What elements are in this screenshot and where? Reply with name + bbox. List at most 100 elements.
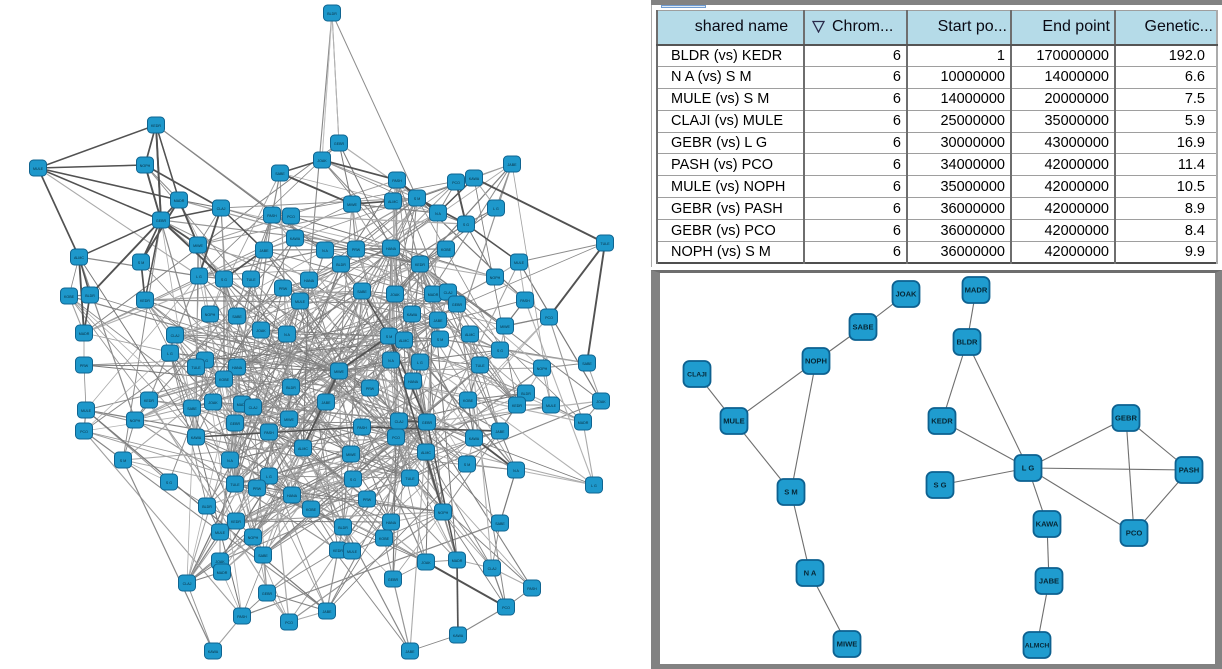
svg-text:ALMCH: ALMCH: [1025, 643, 1050, 650]
svg-text:MADR: MADR: [237, 403, 248, 407]
svg-text:PRW: PRW: [366, 387, 375, 391]
svg-text:GEBR: GEBR: [262, 592, 273, 596]
svg-text:GEBR: GEBR: [422, 421, 433, 425]
svg-text:SABE: SABE: [852, 323, 873, 332]
svg-text:JOAK: JOAK: [317, 159, 327, 163]
svg-text:MULE: MULE: [514, 261, 525, 265]
svg-text:MADR: MADR: [217, 571, 228, 575]
svg-text:PRW: PRW: [253, 487, 262, 491]
svg-text:PASH: PASH: [1179, 466, 1200, 475]
svg-text:JOAK: JOAK: [596, 400, 606, 404]
svg-text:NOPH: NOPH: [438, 511, 449, 515]
svg-text:S M: S M: [120, 459, 126, 463]
svg-text:GEBR: GEBR: [452, 303, 463, 307]
svg-text:L G: L G: [167, 352, 173, 356]
svg-text:S M: S M: [386, 335, 392, 339]
svg-text:S G: S G: [497, 349, 503, 353]
svg-text:KEDR: KEDR: [231, 520, 241, 524]
svg-text:S M: S M: [784, 488, 798, 497]
svg-text:MULE: MULE: [81, 409, 92, 413]
svg-text:TULE: TULE: [230, 483, 240, 487]
svg-text:JABE: JABE: [323, 610, 333, 614]
svg-text:CLAJ: CLAJ: [183, 582, 192, 586]
svg-text:N A: N A: [435, 212, 441, 216]
svg-text:JABE: JABE: [406, 650, 416, 654]
svg-text:PASH: PASH: [267, 214, 277, 218]
svg-text:PCO: PCO: [1126, 529, 1143, 538]
svg-text:JABE: JABE: [496, 430, 506, 434]
svg-text:KOBE: KOBE: [219, 378, 230, 382]
svg-text:MULE: MULE: [347, 550, 358, 554]
svg-text:BLDR: BLDR: [286, 386, 296, 390]
svg-text:MIWE: MIWE: [837, 640, 858, 649]
svg-text:S G: S G: [933, 481, 946, 490]
svg-text:N A: N A: [513, 469, 519, 473]
svg-text:S M: S M: [414, 197, 420, 201]
svg-text:KAWA: KAWA: [407, 313, 418, 317]
svg-text:ALMC: ALMC: [399, 339, 409, 343]
svg-text:CLAJI: CLAJI: [687, 372, 707, 379]
svg-text:NOPH: NOPH: [130, 419, 141, 423]
svg-text:PCO: PCO: [285, 621, 293, 625]
svg-text:SABE: SABE: [258, 554, 268, 558]
svg-text:TULE: TULE: [600, 242, 610, 246]
svg-text:ALMC: ALMC: [388, 200, 398, 204]
svg-text:GEBR: GEBR: [156, 219, 167, 223]
svg-text:ALMC: ALMC: [421, 451, 431, 455]
svg-text:NOPH: NOPH: [490, 276, 501, 280]
svg-text:CLAJ: CLAJ: [395, 420, 404, 424]
svg-text:GEBR: GEBR: [1115, 414, 1137, 423]
svg-text:SABE: SABE: [275, 172, 285, 176]
svg-text:KAWA: KAWA: [469, 437, 480, 441]
svg-text:PASH: PASH: [237, 615, 247, 619]
svg-text:MADR: MADR: [578, 421, 589, 425]
svg-text:JABE: JABE: [1039, 577, 1059, 586]
svg-text:S G: S G: [221, 278, 227, 282]
svg-text:MADR: MADR: [428, 293, 439, 297]
svg-text:JABE: JABE: [260, 249, 270, 253]
svg-text:S M: S M: [437, 338, 443, 342]
svg-text:KAWA: KAWA: [191, 436, 202, 440]
svg-text:KEDR: KEDR: [140, 299, 150, 303]
svg-text:S G: S G: [350, 478, 356, 482]
svg-text:CLAJ: CLAJ: [171, 334, 180, 338]
svg-text:PRW: PRW: [352, 248, 361, 252]
svg-text:PRW: PRW: [80, 364, 89, 368]
svg-text:L G: L G: [1022, 464, 1035, 473]
svg-text:HANA: HANA: [386, 521, 397, 525]
svg-text:MIWE: MIWE: [284, 418, 294, 422]
svg-text:BLDR: BLDR: [327, 12, 337, 16]
svg-text:SABE: SABE: [495, 522, 505, 526]
svg-text:GEBR: GEBR: [230, 422, 241, 426]
svg-text:BLDR: BLDR: [202, 505, 212, 509]
svg-text:JOAK: JOAK: [208, 401, 218, 405]
svg-text:NOPH: NOPH: [805, 357, 827, 366]
svg-text:PRW: PRW: [279, 287, 288, 291]
svg-text:HANA: HANA: [304, 279, 315, 283]
svg-text:KEDR: KEDR: [512, 404, 522, 408]
svg-text:PCO: PCO: [545, 316, 553, 320]
svg-text:N A: N A: [804, 569, 817, 578]
svg-text:MIWE: MIWE: [347, 203, 357, 207]
svg-text:MIWE: MIWE: [500, 325, 510, 329]
svg-text:SABE: SABE: [232, 315, 242, 319]
svg-text:BLDR: BLDR: [336, 263, 346, 267]
svg-text:KOBE: KOBE: [306, 508, 317, 512]
svg-text:PASH: PASH: [357, 426, 367, 430]
svg-text:JOAK: JOAK: [421, 561, 431, 565]
svg-text:KEDR: KEDR: [415, 263, 425, 267]
svg-text:BLDR: BLDR: [521, 392, 531, 396]
svg-text:N A: N A: [227, 459, 233, 463]
svg-text:PASH: PASH: [264, 431, 274, 435]
svg-text:JOAK: JOAK: [215, 560, 225, 564]
svg-text:TULE: TULE: [191, 366, 201, 370]
svg-text:PCO: PCO: [392, 436, 400, 440]
svg-text:KAWA: KAWA: [469, 177, 480, 181]
svg-text:L G: L G: [591, 484, 597, 488]
svg-text:MULE: MULE: [295, 300, 306, 304]
svg-text:PCO: PCO: [287, 215, 295, 219]
svg-text:TULE: TULE: [405, 477, 415, 481]
svg-text:CLAJ: CLAJ: [488, 567, 497, 571]
svg-text:N A: N A: [284, 333, 290, 337]
svg-text:MIWE: MIWE: [346, 453, 356, 457]
